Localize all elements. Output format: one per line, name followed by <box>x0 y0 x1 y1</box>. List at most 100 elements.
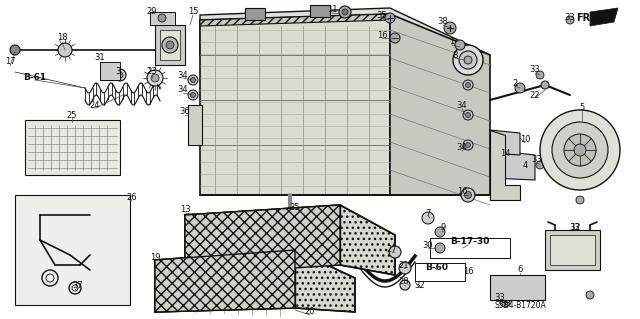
Polygon shape <box>490 130 520 155</box>
Circle shape <box>463 80 473 90</box>
Text: 29: 29 <box>147 8 157 17</box>
Text: 33: 33 <box>495 293 506 302</box>
Text: 34: 34 <box>457 144 467 152</box>
Circle shape <box>576 196 584 204</box>
Polygon shape <box>490 275 545 300</box>
Circle shape <box>435 227 445 237</box>
Polygon shape <box>390 14 490 195</box>
Polygon shape <box>185 205 395 275</box>
Polygon shape <box>545 230 600 270</box>
Polygon shape <box>155 250 295 312</box>
Bar <box>415 263 465 281</box>
Text: 36: 36 <box>180 108 190 116</box>
Text: FR.: FR. <box>576 13 594 23</box>
Text: 20: 20 <box>305 308 316 316</box>
Circle shape <box>500 282 510 292</box>
Circle shape <box>465 143 470 147</box>
Text: 25: 25 <box>67 110 77 120</box>
Text: B-61: B-61 <box>24 73 47 83</box>
Text: 5: 5 <box>579 103 584 113</box>
Circle shape <box>459 51 477 69</box>
Text: 33: 33 <box>532 155 542 165</box>
Circle shape <box>536 161 544 169</box>
Circle shape <box>389 246 401 258</box>
Text: 30: 30 <box>422 241 433 249</box>
Circle shape <box>525 282 535 292</box>
Circle shape <box>540 110 620 190</box>
Circle shape <box>465 113 470 117</box>
Polygon shape <box>490 150 535 180</box>
Text: 33: 33 <box>570 222 580 232</box>
Circle shape <box>58 43 72 57</box>
Polygon shape <box>160 30 180 60</box>
Circle shape <box>191 78 195 83</box>
Circle shape <box>435 243 445 253</box>
Text: 1: 1 <box>449 38 454 47</box>
Text: 16: 16 <box>457 188 467 197</box>
Polygon shape <box>590 8 618 26</box>
Circle shape <box>453 45 483 75</box>
Text: 19: 19 <box>150 254 160 263</box>
Circle shape <box>465 191 472 198</box>
Polygon shape <box>100 62 120 80</box>
Circle shape <box>422 212 434 224</box>
Polygon shape <box>25 120 120 175</box>
Polygon shape <box>200 8 490 55</box>
Text: 16: 16 <box>463 268 474 277</box>
Circle shape <box>564 134 596 166</box>
Circle shape <box>461 188 475 202</box>
Text: 33: 33 <box>564 13 575 23</box>
Circle shape <box>190 110 200 120</box>
Text: 18: 18 <box>57 33 67 42</box>
Text: 6: 6 <box>517 265 523 275</box>
Text: 21: 21 <box>399 261 409 270</box>
Circle shape <box>552 122 608 178</box>
Text: B-60: B-60 <box>426 263 449 271</box>
Circle shape <box>390 33 400 43</box>
Circle shape <box>574 144 586 156</box>
Polygon shape <box>155 25 185 65</box>
Text: 33: 33 <box>530 65 540 75</box>
Text: S5B4-B1720A: S5B4-B1720A <box>494 300 546 309</box>
Text: 13: 13 <box>180 205 190 214</box>
Circle shape <box>339 6 351 18</box>
Circle shape <box>444 22 456 34</box>
Text: 38: 38 <box>438 18 449 26</box>
Text: 23: 23 <box>147 68 157 77</box>
Text: 24: 24 <box>90 100 100 109</box>
Circle shape <box>166 41 174 49</box>
Circle shape <box>117 72 123 78</box>
Circle shape <box>385 13 395 23</box>
Text: 15: 15 <box>188 8 198 17</box>
Text: 37: 37 <box>72 280 83 290</box>
Text: 32: 32 <box>415 280 426 290</box>
Circle shape <box>10 45 20 55</box>
Text: 12: 12 <box>570 224 580 233</box>
Polygon shape <box>155 250 355 312</box>
Text: 26: 26 <box>127 194 138 203</box>
Polygon shape <box>550 235 595 265</box>
Text: 4: 4 <box>522 160 527 169</box>
Circle shape <box>465 83 470 87</box>
Polygon shape <box>150 12 175 25</box>
Polygon shape <box>188 105 202 145</box>
Circle shape <box>151 74 159 82</box>
Circle shape <box>455 40 465 50</box>
Text: 11: 11 <box>327 5 337 14</box>
Circle shape <box>464 56 472 64</box>
Circle shape <box>400 280 410 290</box>
Polygon shape <box>490 130 520 200</box>
Polygon shape <box>310 5 330 17</box>
Circle shape <box>515 83 525 93</box>
Circle shape <box>342 9 348 15</box>
Circle shape <box>500 297 510 307</box>
Polygon shape <box>15 195 130 305</box>
Circle shape <box>188 75 198 85</box>
Circle shape <box>114 69 126 81</box>
Text: 34: 34 <box>178 70 188 79</box>
Circle shape <box>536 71 544 79</box>
Text: 28: 28 <box>399 278 410 286</box>
Text: B-17-30: B-17-30 <box>451 238 490 247</box>
Circle shape <box>158 14 166 22</box>
Circle shape <box>171 46 179 54</box>
